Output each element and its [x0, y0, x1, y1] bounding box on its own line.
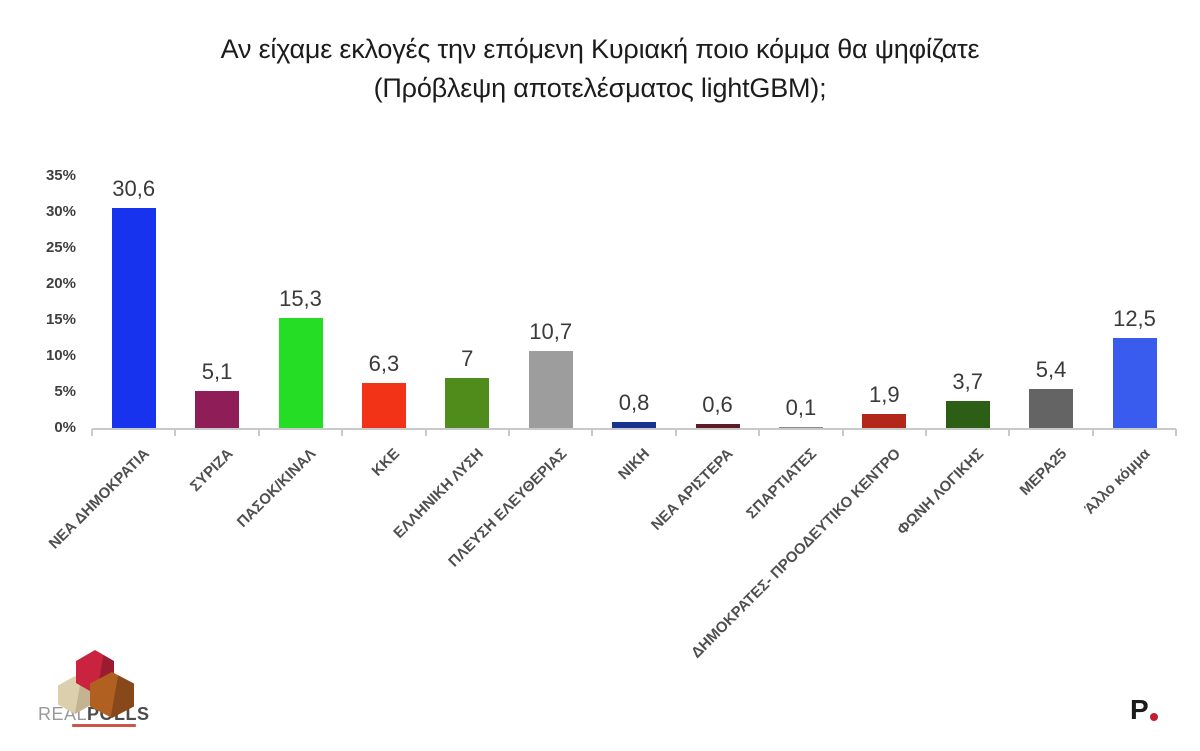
x-axis-tick-mark [841, 429, 844, 436]
x-axis-tick-mark [174, 429, 177, 436]
y-axis-tick-label: 20% [45, 275, 76, 292]
bar-value-label: 3,7 [952, 369, 983, 394]
x-axis-tick-mark [591, 429, 594, 436]
x-axis-category-label: Άλλο κόμμα [1081, 445, 1154, 518]
bar-1 [195, 391, 240, 428]
bar-value-label: 5,4 [1035, 357, 1067, 382]
p-logo-red-dot-icon [1149, 713, 1158, 721]
bar-9 [862, 414, 907, 428]
bar-5 [528, 351, 573, 428]
x-axis-tick-mark [1091, 429, 1094, 436]
bar-value-label: 12,5 [1113, 306, 1156, 331]
x-axis-category-label: ΝΙΚΗ [615, 445, 654, 484]
x-axis-tick-mark [674, 429, 677, 436]
y-axis-tick-label: 15% [45, 311, 76, 328]
chart-title: Αν είχαμε εκλογές την επόμενη Κυριακή πο… [0, 30, 1200, 108]
x-axis-category-label: ΕΛΛΗΝΙΚΗ ΛΥΣΗ [390, 445, 487, 542]
bar-11 [1029, 389, 1074, 428]
realpolls-logo: REALPOLLS [38, 648, 188, 738]
x-axis-tick-mark [341, 429, 344, 436]
bar-value-label: 0,8 [618, 390, 650, 415]
x-axis-tick-mark [758, 429, 761, 436]
x-axis-category-label: ΣΥΡΙΖΑ [186, 445, 237, 495]
bar-value-label: 0,1 [785, 395, 817, 420]
bar-value-label: 15,3 [279, 286, 322, 311]
bar-0 [111, 208, 156, 428]
y-axis-tick-label: 0% [54, 419, 76, 436]
bar-10 [945, 401, 990, 428]
bar-6 [612, 422, 657, 428]
x-axis-category-label: ΦΩΝΗ ΛΟΓΙΚΗΣ [893, 445, 988, 539]
x-axis-tick-mark [1175, 429, 1178, 436]
x-axis-category-label: ΠΑΣΟΚ/ΚΙΝΑΛ [234, 445, 320, 531]
realpolls-logo-tagline [72, 724, 136, 727]
x-axis-category-label: ΝΕΑ ΑΡΙΣΤΕΡΑ [648, 445, 737, 534]
x-axis-line [92, 428, 1177, 430]
chart-title-line2: (Πρόβλεψη αποτελέσματος lightGBM); [373, 73, 827, 103]
bar-7 [695, 424, 740, 428]
bar-value-label: 30,6 [112, 176, 156, 201]
y-axis-tick-label: 35% [45, 167, 76, 184]
bar-3 [361, 383, 406, 428]
bar-value-label: 10,7 [529, 319, 573, 344]
x-axis-tick-mark [925, 429, 927, 436]
x-axis-tick-mark [257, 429, 260, 436]
x-axis-category-label: ΝΕΑ ΔΗΜΟΚΡΑΤΙΑ [45, 445, 154, 553]
bar-value-label: 0,6 [702, 392, 733, 417]
x-axis-tick-mark [1008, 429, 1011, 436]
bar-8 [778, 427, 823, 428]
y-axis-tick-label: 5% [54, 383, 76, 400]
y-axis-tick-label: 10% [45, 347, 76, 364]
x-axis-category-label: ΣΠΑΡΤΙΑΤΕΣ [743, 445, 821, 523]
bar-value-label: 5,1 [201, 359, 233, 384]
bar-12 [1112, 338, 1157, 428]
y-axis-tick-label: 30% [45, 203, 76, 220]
y-axis-tick-label: 25% [45, 239, 76, 256]
bar-2 [278, 318, 323, 428]
x-axis-category-label: ΜΕΡΑ25 [1016, 445, 1071, 499]
chart-title-line1: Αν είχαμε εκλογές την επόμενη Κυριακή πο… [220, 34, 980, 64]
x-axis-tick-mark [424, 429, 427, 436]
x-axis-tick-mark [91, 429, 93, 436]
bar-value-label: 7 [461, 346, 474, 371]
x-axis-category-label: ΚΚΕ [368, 445, 404, 480]
bar-value-label: 1,9 [869, 382, 900, 407]
bar-4 [445, 378, 490, 428]
p-logo: P [1130, 696, 1158, 724]
realpolls-logo-brown-cube-icon [90, 672, 134, 718]
p-logo-letter: P [1130, 694, 1149, 725]
x-axis-tick-mark [508, 429, 510, 436]
bar-value-label: 6,3 [368, 351, 400, 376]
